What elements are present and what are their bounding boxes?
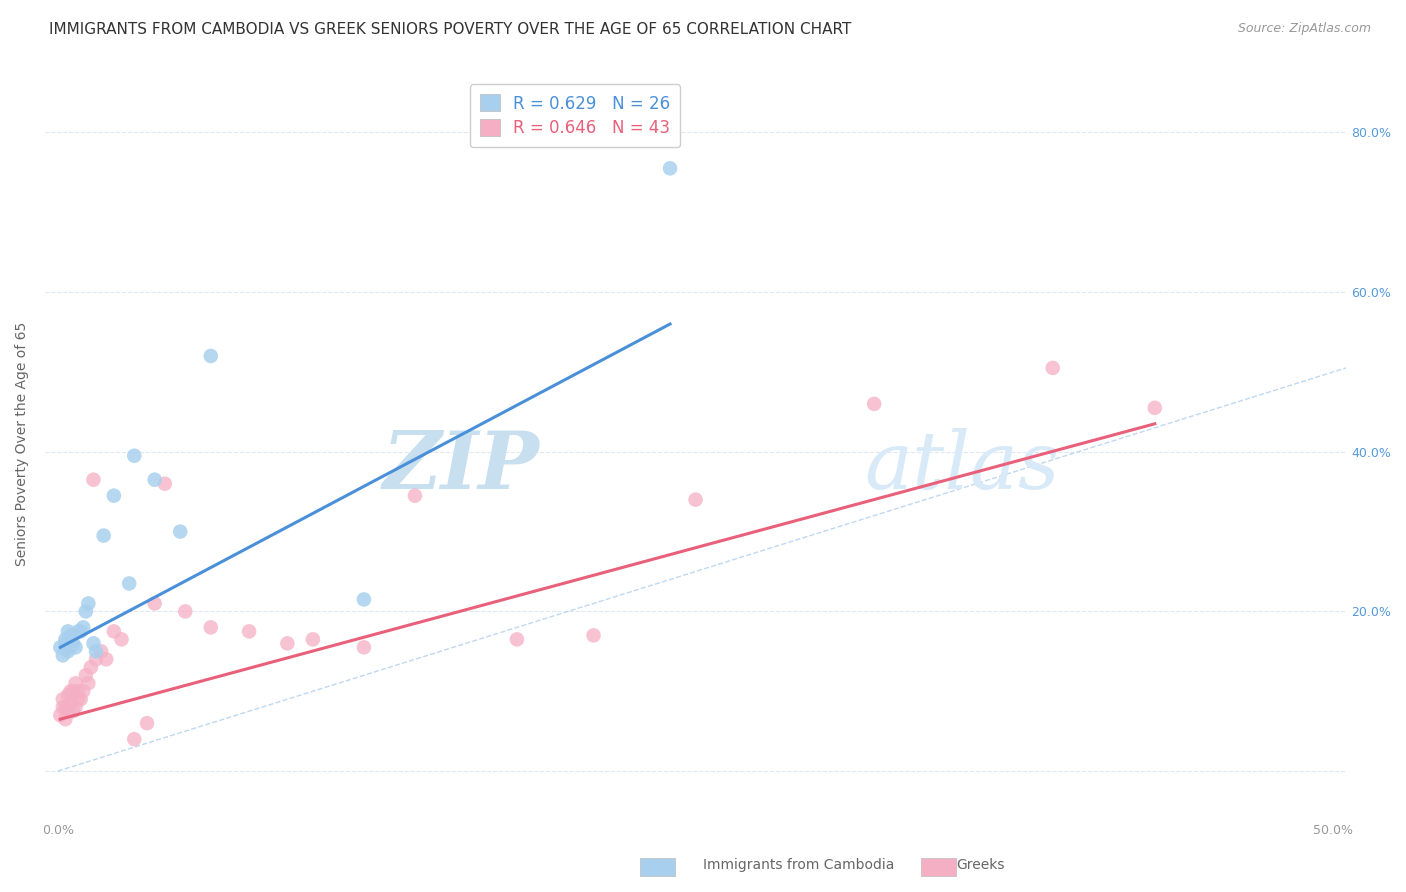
Point xyxy=(65,700,87,714)
Point xyxy=(59,628,82,642)
Point xyxy=(82,636,104,650)
Point xyxy=(52,692,75,706)
Point xyxy=(238,624,260,639)
Legend: R = 0.629   N = 26, R = 0.646   N = 43: R = 0.629 N = 26, R = 0.646 N = 43 xyxy=(470,85,681,147)
Point xyxy=(69,692,91,706)
Point xyxy=(84,644,107,658)
Text: atlas: atlas xyxy=(865,427,1060,505)
Point xyxy=(90,644,112,658)
Point xyxy=(118,576,141,591)
Point xyxy=(96,652,118,666)
Text: Source: ZipAtlas.com: Source: ZipAtlas.com xyxy=(1237,22,1371,36)
Point xyxy=(65,676,87,690)
Point xyxy=(153,476,176,491)
Point xyxy=(84,652,107,666)
Point xyxy=(56,644,79,658)
Point xyxy=(69,624,91,639)
Point xyxy=(200,349,222,363)
Point xyxy=(863,397,886,411)
Point xyxy=(136,716,159,731)
Point xyxy=(67,684,90,698)
Point xyxy=(276,636,298,650)
Point xyxy=(56,624,79,639)
Point xyxy=(103,489,125,503)
Point xyxy=(62,636,84,650)
Point xyxy=(55,712,77,726)
Point xyxy=(67,692,90,706)
Point xyxy=(56,688,79,702)
Point xyxy=(143,473,166,487)
Point xyxy=(49,640,72,655)
Point xyxy=(80,660,103,674)
Point xyxy=(75,668,97,682)
Point xyxy=(52,700,75,714)
Point xyxy=(122,732,145,747)
Point xyxy=(55,700,77,714)
Point xyxy=(55,632,77,647)
Point xyxy=(302,632,325,647)
Point xyxy=(52,648,75,663)
Point xyxy=(77,596,100,610)
Point xyxy=(59,696,82,710)
Point xyxy=(55,636,77,650)
Point xyxy=(353,592,375,607)
Point xyxy=(67,624,90,639)
Point xyxy=(59,684,82,698)
Point xyxy=(404,489,426,503)
Point xyxy=(353,640,375,655)
Text: IMMIGRANTS FROM CAMBODIA VS GREEK SENIORS POVERTY OVER THE AGE OF 65 CORRELATION: IMMIGRANTS FROM CAMBODIA VS GREEK SENIOR… xyxy=(49,22,852,37)
Point xyxy=(143,596,166,610)
Point xyxy=(659,161,682,176)
Point xyxy=(82,473,104,487)
Point xyxy=(103,624,125,639)
Point xyxy=(77,676,100,690)
Point xyxy=(65,640,87,655)
Point xyxy=(62,704,84,718)
Point xyxy=(110,632,132,647)
Text: Greeks: Greeks xyxy=(956,858,1004,872)
Point xyxy=(72,684,94,698)
Point xyxy=(1042,360,1064,375)
Point xyxy=(506,632,529,647)
Point xyxy=(169,524,191,539)
Point xyxy=(59,640,82,655)
Point xyxy=(72,620,94,634)
Text: ZIP: ZIP xyxy=(382,427,540,505)
Point xyxy=(93,528,115,542)
Point xyxy=(62,684,84,698)
Point xyxy=(49,708,72,723)
Point xyxy=(174,604,197,618)
Text: Immigrants from Cambodia: Immigrants from Cambodia xyxy=(703,858,894,872)
Point xyxy=(685,492,707,507)
Point xyxy=(122,449,145,463)
Point xyxy=(56,704,79,718)
Point xyxy=(582,628,605,642)
Point xyxy=(1143,401,1166,415)
Point xyxy=(75,604,97,618)
Point xyxy=(200,620,222,634)
Y-axis label: Seniors Poverty Over the Age of 65: Seniors Poverty Over the Age of 65 xyxy=(15,322,30,566)
